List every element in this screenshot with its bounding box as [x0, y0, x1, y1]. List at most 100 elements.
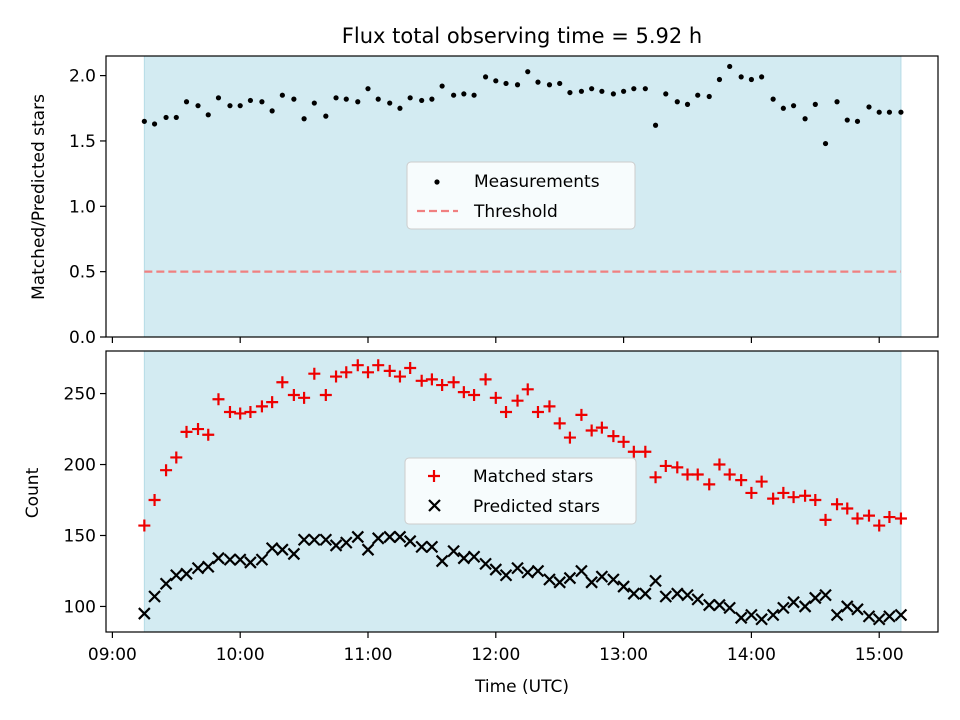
- measurement-point: [748, 76, 755, 83]
- measurement-point: [269, 108, 275, 114]
- matched-star-point: [372, 359, 385, 372]
- predicted-star-point: [191, 561, 205, 575]
- legend-matched-label: Matched stars: [473, 467, 593, 487]
- measurement-point: [663, 91, 669, 97]
- matched-star-point: [841, 502, 854, 515]
- measurements-series: [141, 63, 904, 147]
- plus-marker-icon: [428, 470, 440, 482]
- predicted-star-point: [713, 598, 726, 612]
- measurement-point: [567, 89, 573, 96]
- predicted-star-point: [531, 564, 545, 578]
- measurement-point: [716, 76, 723, 83]
- matched-star-point: [851, 512, 864, 525]
- matched-star-point: [138, 519, 151, 532]
- x-axis-label: Time (UTC): [474, 677, 569, 697]
- matched-star-point: [340, 366, 353, 379]
- matched-star-point: [627, 445, 640, 458]
- top-y-ticks: 0.0 0.5 1.0 1.5 2.0: [69, 67, 106, 348]
- measurement-point: [738, 74, 744, 80]
- matched-star-point: [649, 471, 662, 484]
- measurement-point: [695, 92, 701, 98]
- matched-star-point: [500, 406, 513, 419]
- y-tick-label: 1.0: [69, 197, 96, 217]
- measurement-point: [215, 95, 222, 101]
- predicted-star-point: [383, 530, 397, 544]
- measurement-point: [844, 117, 850, 123]
- measurement-point: [311, 100, 317, 106]
- matched-star-point: [180, 425, 193, 438]
- measurement-point: [674, 99, 680, 105]
- x-tick-label: 14:00: [727, 645, 776, 665]
- predicted-star-point: [787, 595, 800, 609]
- matched-star-point: [170, 451, 183, 464]
- predicted-star-point: [702, 598, 716, 612]
- predicted-star-point: [447, 544, 460, 558]
- matched-star-point: [415, 374, 428, 387]
- predicted-star-point: [467, 550, 481, 564]
- measurement-point: [834, 99, 840, 105]
- measurement-point: [375, 96, 381, 102]
- matched-star-point: [671, 461, 684, 474]
- measurement-point: [419, 97, 425, 104]
- bottom-y-axis-label: Count: [23, 467, 43, 518]
- y-tick-label: 250: [64, 385, 96, 405]
- predicted-star-point: [233, 553, 247, 566]
- measurement-point: [439, 83, 445, 89]
- x-tick-label: 12:00: [471, 645, 520, 665]
- x-tick-label: 15:00: [855, 645, 904, 665]
- matched-star-point: [489, 391, 502, 404]
- predicted-star-point: [766, 608, 780, 622]
- measurement-point: [546, 82, 553, 88]
- measurement-point: [227, 103, 233, 109]
- predicted-star-point: [691, 593, 705, 606]
- matched-star-point: [276, 376, 289, 389]
- matched-star-point: [809, 494, 822, 507]
- predicted-star-point: [223, 553, 237, 566]
- matched-star-point: [617, 435, 630, 448]
- matched-star-point: [767, 492, 780, 505]
- y-tick-label: 200: [64, 456, 96, 476]
- matched-star-point: [681, 468, 694, 481]
- predicted-star-point: [255, 553, 269, 566]
- predicted-star-point: [361, 543, 375, 556]
- top-panel: 0.00.51.01.52.0 Matched/Predicted stars …: [29, 55, 939, 348]
- bottom-panel: 100 150 200 250 09:00 10:00 11:00 12:00 13:00 14…: [23, 350, 939, 697]
- predicted-star-point: [415, 540, 428, 554]
- bottom-y-ticks: 100 150 200 250: [64, 385, 106, 617]
- x-tick-label: 11:00: [343, 645, 392, 665]
- predicted-star-point: [425, 540, 439, 554]
- predicted-star-point: [883, 610, 896, 623]
- measurement-point: [812, 101, 818, 107]
- predicted-star-point: [777, 601, 790, 615]
- predicted-star-point: [798, 600, 812, 613]
- measurement-point: [780, 105, 786, 111]
- matched-star-point: [883, 511, 896, 524]
- measurement-point: [886, 109, 893, 115]
- predicted-star-point: [201, 560, 215, 573]
- measurement-point: [684, 101, 691, 107]
- predicted-star-point: [319, 533, 333, 547]
- predicted-star-point: [819, 588, 832, 602]
- matched-star-point: [479, 373, 492, 386]
- measurement-point: [141, 118, 147, 124]
- top-y-axis-label: Matched/Predicted stars: [29, 94, 49, 300]
- y-tick-label: 0.5: [69, 263, 96, 283]
- chart-title: Flux total observing time = 5.92 h: [342, 24, 702, 48]
- top-legend: Measurements Threshold: [406, 161, 636, 230]
- measurement-point: [610, 91, 616, 97]
- matched-star-point: [255, 400, 268, 413]
- matched-star-point: [457, 386, 470, 399]
- matched-star-point: [755, 475, 768, 488]
- predicted-star-point: [371, 532, 385, 545]
- measurement-point: [461, 91, 467, 97]
- measurement-point: [237, 103, 243, 109]
- matched-star-point: [361, 366, 374, 379]
- predicted-star-point: [170, 568, 183, 582]
- predicted-star-point: [543, 573, 556, 586]
- measurement-point: [482, 74, 489, 80]
- measurement-point: [503, 80, 509, 87]
- predicted-star-point: [212, 551, 225, 565]
- measurement-point: [301, 116, 307, 122]
- predicted-star-point: [276, 543, 289, 556]
